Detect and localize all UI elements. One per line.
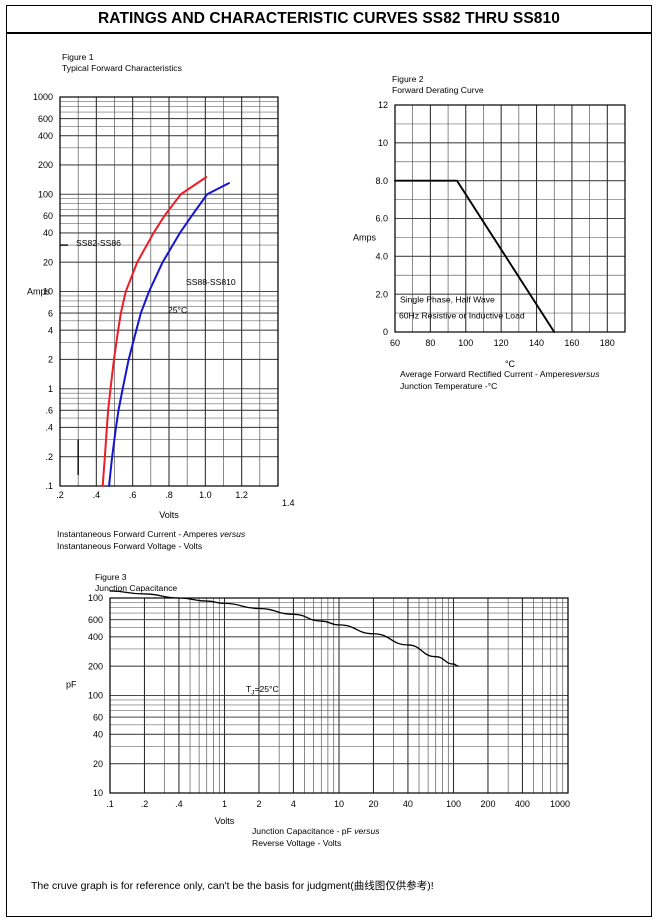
figure2-label: Figure 2 — [392, 74, 424, 84]
svg-text:4.0: 4.0 — [375, 252, 388, 262]
figure3-caption-line2: Reverse Voltage - Volts — [252, 837, 342, 848]
svg-text:4: 4 — [291, 799, 296, 809]
page-border — [6, 5, 652, 917]
figure2-caption-line2: Junction Temperature -°C — [400, 380, 498, 391]
svg-text:100: 100 — [446, 799, 461, 809]
figure2-chart: 0 2.0 4.0 6.0 8.0 10 12 60 80 100 120 140 160 180 Amps… — [353, 100, 626, 369]
svg-text:Volts: Volts — [215, 816, 235, 826]
svg-text:.4: .4 — [45, 423, 53, 433]
svg-text:SS88-SS810: SS88-SS810 — [186, 277, 236, 287]
svg-text:25°C: 25°C — [168, 305, 187, 315]
svg-text:1.0: 1.0 — [199, 490, 212, 500]
page-title: RATINGS AND CHARACTERISTIC CURVES SS82 T… — [98, 10, 560, 27]
svg-text:1.2: 1.2 — [235, 490, 248, 500]
svg-text:.1: .1 — [45, 481, 53, 491]
svg-text:60Hz Resistive or Inductive Lo: 60Hz Resistive or Inductive Load — [399, 310, 525, 320]
svg-text:60: 60 — [390, 338, 400, 348]
figure3-caption: Junction Capacitance - pF versus Reverse… — [252, 826, 380, 849]
svg-text:SS82-SS86: SS82-SS86 — [76, 238, 121, 248]
svg-text:.4: .4 — [175, 799, 183, 809]
figure1-caption-line2: Instantaneous Forward Voltage - Volts — [57, 540, 203, 551]
svg-text:6.0: 6.0 — [375, 214, 388, 224]
svg-text:.2: .2 — [45, 452, 53, 462]
figure3-subtitle: Junction Capacitance — [95, 583, 178, 593]
svg-text:140: 140 — [529, 338, 544, 348]
svg-text:120: 120 — [494, 338, 509, 348]
svg-text:200: 200 — [480, 799, 495, 809]
svg-text:.1: .1 — [106, 799, 114, 809]
svg-text:.2: .2 — [56, 490, 64, 500]
svg-text:400: 400 — [515, 799, 530, 809]
figure1-caption-line1: Instantaneous Forward Current - Amperes — [57, 529, 220, 539]
svg-text:1000: 1000 — [550, 799, 570, 809]
svg-text:20: 20 — [368, 799, 378, 809]
svg-text:.6: .6 — [129, 490, 137, 500]
svg-text:1000: 1000 — [33, 92, 53, 102]
svg-text:200: 200 — [38, 160, 53, 170]
svg-text:12: 12 — [378, 100, 388, 110]
svg-text:0: 0 — [383, 327, 388, 337]
svg-text:Volts: Volts — [159, 510, 179, 520]
figure3-caption-line1-italic: versus — [354, 826, 380, 836]
svg-text:100: 100 — [88, 691, 103, 701]
figure2-subtitle: Forward Derating Curve — [392, 85, 484, 95]
svg-text:.6: .6 — [45, 406, 53, 416]
svg-text:160: 160 — [564, 338, 579, 348]
svg-text:60: 60 — [93, 712, 103, 722]
figure2-caption-line1-italic: versus — [574, 369, 600, 379]
svg-text:40: 40 — [403, 799, 413, 809]
svg-text:2: 2 — [256, 799, 261, 809]
svg-text:40: 40 — [43, 228, 53, 238]
svg-text:100: 100 — [88, 593, 103, 603]
svg-text:Amps: Amps — [353, 233, 377, 243]
svg-text:60: 60 — [43, 211, 53, 221]
svg-text:8.0: 8.0 — [375, 176, 388, 186]
svg-text:20: 20 — [93, 759, 103, 769]
page-title-bar: RATINGS AND CHARACTERISTIC CURVES SS82 T… — [7, 6, 651, 34]
figure3-chart: 10 20 40 60 100 200 400 600 100 .1 .2 .4 1 2 4 10 20 40 10… — [66, 590, 570, 826]
svg-text:400: 400 — [88, 632, 103, 642]
figure1-label: Figure 1 — [62, 52, 94, 62]
figure1-chart: .1.2.4.61246102040601002004006001000.2.4… — [27, 92, 295, 520]
svg-text:1: 1 — [48, 384, 53, 394]
figure1-caption-line1-italic: versus — [219, 529, 246, 539]
svg-text:6: 6 — [48, 308, 53, 318]
svg-text:20: 20 — [43, 257, 53, 267]
svg-text:Amps: Amps — [27, 287, 51, 297]
svg-text:10: 10 — [43, 287, 53, 297]
figure2-caption: Average Forward Rectified Current - Ampe… — [400, 369, 600, 392]
figure3-label: Figure 3 — [95, 572, 127, 582]
svg-text:180: 180 — [600, 338, 615, 348]
svg-text:600: 600 — [38, 114, 53, 124]
svg-text:pF: pF — [66, 680, 77, 690]
svg-text:1: 1 — [222, 799, 227, 809]
svg-text:100: 100 — [458, 338, 473, 348]
svg-text:80: 80 — [425, 338, 435, 348]
svg-text:200: 200 — [88, 661, 103, 671]
svg-text:2: 2 — [48, 355, 53, 365]
svg-text:2.0: 2.0 — [375, 289, 388, 299]
svg-text:.4: .4 — [93, 490, 101, 500]
svg-text:600: 600 — [88, 615, 103, 625]
svg-text:.2: .2 — [141, 799, 149, 809]
svg-text:100: 100 — [38, 189, 53, 199]
svg-text:10: 10 — [93, 788, 103, 798]
svg-text:.8: .8 — [165, 490, 173, 500]
svg-text:°C: °C — [505, 359, 516, 369]
svg-text:40: 40 — [93, 729, 103, 739]
figure1-subtitle: Typical Forward Characteristics — [62, 63, 182, 73]
svg-text:TJ=25°C: TJ=25°C — [246, 684, 279, 696]
figure3-caption-line1: Junction Capacitance - pF — [252, 826, 355, 836]
svg-text:1.4: 1.4 — [282, 498, 295, 508]
svg-text:Single Phase, Half Wave: Single Phase, Half Wave — [400, 295, 495, 305]
reference-only-note: The cruve graph is for reference only, c… — [31, 880, 434, 892]
svg-text:10: 10 — [334, 799, 344, 809]
svg-text:400: 400 — [38, 131, 53, 141]
svg-text:10: 10 — [378, 138, 388, 148]
figure1-caption: Instantaneous Forward Current - Amperes … — [57, 529, 245, 552]
figure2-caption-line1: Average Forward Rectified Current - Ampe… — [400, 369, 575, 379]
svg-text:4: 4 — [48, 325, 53, 335]
